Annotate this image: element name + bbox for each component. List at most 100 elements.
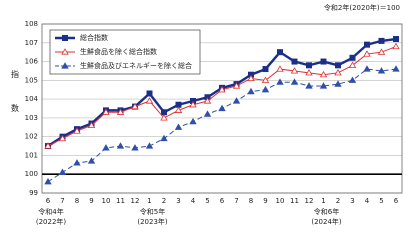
- marker: [160, 114, 168, 121]
- marker: [335, 62, 341, 69]
- legend-label: 生鮮食品及びエネルギーを除く総合: [80, 61, 192, 70]
- legend-label: 生鮮食品を除く総合指数: [80, 47, 157, 56]
- marker: [189, 100, 197, 108]
- marker: [306, 62, 312, 69]
- x-tick-label: 9: [263, 197, 267, 205]
- marker: [102, 144, 110, 151]
- marker: [262, 66, 269, 73]
- marker: [44, 177, 52, 185]
- marker: [363, 50, 371, 57]
- marker: [276, 78, 284, 85]
- y-tick-label: 102: [25, 133, 38, 141]
- marker: [377, 67, 386, 74]
- marker: [305, 69, 313, 76]
- marker: [161, 109, 167, 116]
- marker: [102, 108, 110, 115]
- marker: [218, 85, 226, 93]
- plot-frame: [41, 23, 403, 194]
- x-tick-label: 8: [75, 197, 79, 205]
- marker: [378, 37, 385, 44]
- x-era-label: (2024年): [311, 217, 342, 226]
- x-tick-label: 6: [394, 197, 399, 205]
- marker: [73, 127, 81, 134]
- y-axis-label: 指数: [11, 69, 20, 138]
- marker: [145, 142, 154, 149]
- x-tick-label: 2: [162, 197, 166, 205]
- marker: [44, 142, 52, 149]
- x-tick-label: 2: [336, 197, 340, 205]
- marker: [363, 65, 371, 72]
- marker: [349, 54, 356, 61]
- marker: [319, 70, 328, 78]
- marker: [131, 102, 139, 110]
- marker: [261, 85, 270, 93]
- marker: [393, 36, 399, 43]
- marker: [218, 104, 226, 112]
- x-tick-label: 8: [249, 197, 253, 205]
- marker: [174, 123, 183, 130]
- x-tick-label: 9: [89, 197, 93, 205]
- marker: [116, 108, 125, 115]
- x-tick-label: 6: [220, 197, 225, 205]
- x-tick-label: 10: [276, 197, 285, 205]
- marker: [232, 82, 241, 89]
- y-tick-label: 106: [25, 58, 39, 66]
- x-tick-label: 3: [350, 197, 354, 205]
- x-era-label: 令和5年: [140, 207, 165, 216]
- x-tick-label: 1: [147, 197, 151, 205]
- y-tick-label: 104: [25, 95, 39, 103]
- marker: [203, 97, 212, 104]
- marker: [348, 61, 357, 68]
- x-tick-label: 12: [305, 197, 314, 205]
- marker: [232, 97, 241, 104]
- marker: [277, 49, 283, 56]
- y-tick-label: 99: [29, 189, 38, 197]
- marker: [116, 142, 125, 149]
- x-tick-label: 6: [46, 197, 51, 205]
- marker: [320, 58, 327, 65]
- x-tick-label: 7: [60, 197, 64, 205]
- marker: [392, 42, 400, 50]
- marker: [261, 76, 270, 83]
- marker: [319, 82, 328, 89]
- x-tick-label: 11: [290, 197, 299, 205]
- marker: [334, 69, 342, 76]
- marker: [348, 76, 357, 83]
- x-era-label: (2022年): [36, 217, 67, 226]
- marker: [58, 168, 67, 175]
- marker: [58, 134, 67, 142]
- legend-label: 総合指数: [80, 33, 108, 42]
- y-tick-label: 108: [25, 20, 38, 28]
- marker: [73, 159, 81, 166]
- x-tick-label: 4: [191, 197, 196, 205]
- x-tick-label: 5: [379, 197, 383, 205]
- legend-marker: [61, 48, 69, 55]
- marker: [305, 82, 313, 89]
- x-tick-label: 12: [131, 197, 140, 205]
- y-tick-label: 105: [25, 76, 38, 84]
- marker: [145, 97, 154, 104]
- y-tick-label: 100: [25, 170, 38, 178]
- x-tick-label: 7: [234, 197, 238, 205]
- marker: [247, 74, 255, 82]
- marker: [290, 78, 299, 85]
- marker: [146, 90, 153, 97]
- x-tick-label: 4: [365, 197, 370, 205]
- y-tick-label: 101: [25, 151, 38, 159]
- marker: [189, 117, 197, 125]
- marker: [87, 121, 96, 128]
- x-era-label: (2023年): [137, 217, 168, 226]
- marker: [392, 65, 400, 72]
- marker: [377, 48, 386, 55]
- x-era-label: 令和6年: [314, 207, 339, 216]
- x-tick-label: 10: [102, 197, 111, 205]
- marker: [87, 157, 96, 164]
- marker: [247, 87, 255, 95]
- legend-marker: [62, 35, 68, 41]
- marker: [160, 134, 168, 142]
- chart: 令和2年(2020年)＝100 指数 991001011021031041051…: [11, 3, 403, 226]
- marker: [291, 58, 298, 65]
- y-tick-label: 107: [25, 39, 38, 47]
- x-tick-label: 11: [116, 197, 125, 205]
- marker: [174, 106, 183, 113]
